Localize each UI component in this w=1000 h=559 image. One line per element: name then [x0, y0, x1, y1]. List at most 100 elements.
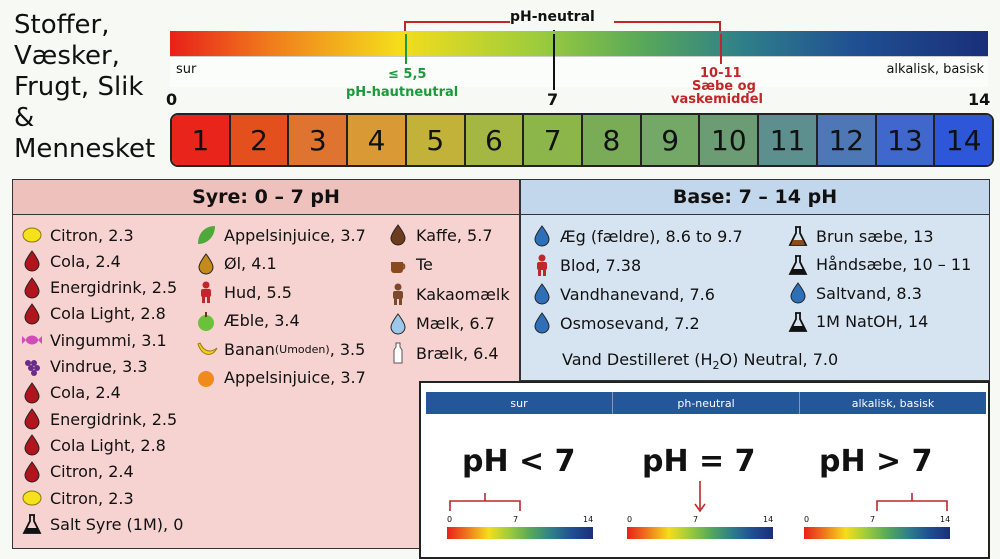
item-label: Osmosevand, 7.2 [560, 313, 700, 333]
coffee-cup-icon [388, 254, 408, 276]
lemon-icon [22, 224, 42, 246]
item-label: Banan [224, 339, 275, 359]
list-item: Vindrue, 3.3 [22, 355, 148, 379]
grapes-icon [22, 356, 42, 378]
item-label: Vandhanevand, 7.6 [560, 284, 715, 304]
title-line: Frugt, Slik [14, 72, 144, 102]
skin-label: pH-hautneutral [346, 85, 459, 100]
item-label: Hud, 5.5 [224, 282, 292, 302]
ph-cell-14: 14 [935, 115, 992, 165]
list-item: Citron, 2.3 [22, 223, 134, 247]
list-item: Brælk, 6.4 [388, 341, 499, 365]
list-item: Cola, 2.4 [22, 249, 121, 273]
ph-comparison-header: sur ph-neutral alkalisk, basisk [426, 392, 986, 414]
item-label: Citron, 2.3 [50, 225, 134, 245]
item-label: Vindrue, 3.3 [50, 357, 148, 376]
list-item: Citron, 2.3 [22, 486, 134, 510]
list-item: Appelsinjuice, 3.7 [196, 366, 366, 390]
mini-gradient-bar [804, 527, 950, 539]
item-label: Blod, 7.38 [560, 255, 642, 275]
gradient-label-area [170, 56, 988, 87]
soap-label: Sæbe og [692, 79, 756, 94]
header-sur: sur [426, 392, 613, 414]
person-brown-icon [388, 283, 408, 305]
neutral-marker [553, 34, 555, 90]
drop-lightblue-icon [534, 350, 554, 372]
ph-cell-7: 7 [524, 115, 584, 165]
title-line: Mennesket [14, 134, 156, 164]
list-item: Mælk, 6.7 [388, 312, 495, 336]
page-title: Stoffer, Væsker, Frugt, Slik & Mennesket [14, 10, 164, 165]
item-label: Øl, 4.1 [224, 254, 277, 273]
base-header: Base: 7 – 14 pH [520, 179, 990, 215]
ph-cell-10: 10 [700, 115, 760, 165]
drop-blue-icon [532, 225, 552, 247]
soap-label: vaskemiddel [671, 92, 763, 107]
item-label: Kakaomælk [416, 284, 510, 304]
orange-icon [196, 367, 216, 389]
item-label: Appelsinjuice, 3.7 [224, 368, 366, 387]
mini-tick-label: 14 [583, 515, 594, 524]
item-note: (Umoden) [274, 342, 330, 356]
item-value: , 3.5 [329, 339, 366, 359]
list-item: Saltvand, 8.3 [788, 281, 922, 305]
item-label: Cola Light, 2.8 [50, 304, 166, 324]
range-marker [876, 493, 948, 511]
list-item: Osmosevand, 7.2 [532, 311, 700, 335]
drop-red-icon [22, 303, 42, 325]
acid-header: Syre: 0 – 7 pH [12, 179, 520, 215]
list-item: 1M NatOH, 14 [788, 310, 928, 334]
mini-tick-label: 14 [763, 515, 774, 524]
drop-red-icon [22, 460, 42, 483]
list-item: Øl, 4.1 [196, 252, 277, 276]
list-item: Appelsinjuice, 3.7 [196, 223, 366, 247]
ph-cell-12: 12 [817, 115, 877, 165]
mini-tick-label: 0 [447, 515, 453, 524]
ph-cell-13: 13 [876, 115, 936, 165]
drop-red-icon [22, 381, 42, 404]
ph-cell-5: 5 [406, 115, 466, 165]
mini-tick-label: 0 [804, 515, 810, 524]
ph-cell-11: 11 [759, 115, 818, 165]
tick-label-14: 14 [968, 90, 991, 109]
list-item: Te [388, 253, 433, 277]
flask-icon [22, 513, 42, 535]
list-item: Æg (fældre), 8.6 to 9.7 [532, 224, 743, 248]
item-label: Æg (fældre), 8.6 to 9.7 [560, 226, 743, 246]
ph-cell-8: 8 [583, 115, 642, 165]
list-item: Vand Destilleret (H2O) Neutral, 7.0 [534, 349, 838, 373]
drop-brown-icon [388, 224, 408, 246]
item-label: Energidrink, 2.5 [50, 278, 178, 298]
item-label: Mælk, 6.7 [416, 314, 495, 333]
list-item: Cola, 2.4 [22, 381, 121, 405]
list-item: Citron, 2.4 [22, 460, 134, 484]
skin-marker [405, 34, 407, 64]
mini-tick-label: 14 [940, 515, 951, 524]
list-item: Håndsæbe, 10 – 11 [788, 253, 971, 277]
item-label: Cola, 2.4 [50, 383, 121, 403]
ph-comparison-text: pH = 7 [642, 444, 756, 479]
flask-brown-icon [788, 225, 808, 247]
list-item: Vingummi, 3.1 [22, 328, 167, 352]
drop-red-icon [22, 434, 42, 456]
list-item: Hud, 5.5 [196, 280, 292, 304]
title-line: Stoffer, [14, 10, 110, 40]
mini-tick-label: 0 [627, 515, 633, 524]
item-label: Appelsinjuice, 3.7 [224, 225, 366, 245]
drop-blue-icon [532, 283, 552, 305]
skin-value: ≤ 5,5 [388, 67, 427, 82]
ph-comparison-text: pH < 7 [462, 444, 576, 479]
list-item: Kaffe, 5.7 [388, 223, 493, 247]
title-line: Væsker, [14, 41, 120, 71]
soap-value: 10-11 [700, 66, 742, 81]
range-marker [694, 481, 706, 513]
list-item: Cola Light, 2.8 [22, 302, 166, 326]
list-item: Energidrink, 2.5 [22, 407, 177, 431]
item-label: Æble, 3.4 [224, 311, 300, 330]
ph-cell-2: 2 [230, 115, 290, 165]
list-item: Kakaomælk [388, 282, 510, 306]
flask-icon [788, 254, 808, 276]
item-label: Brun sæbe, 13 [816, 226, 934, 246]
drop-blue-icon [532, 312, 552, 334]
item-label: Kaffe, 5.7 [416, 225, 493, 245]
